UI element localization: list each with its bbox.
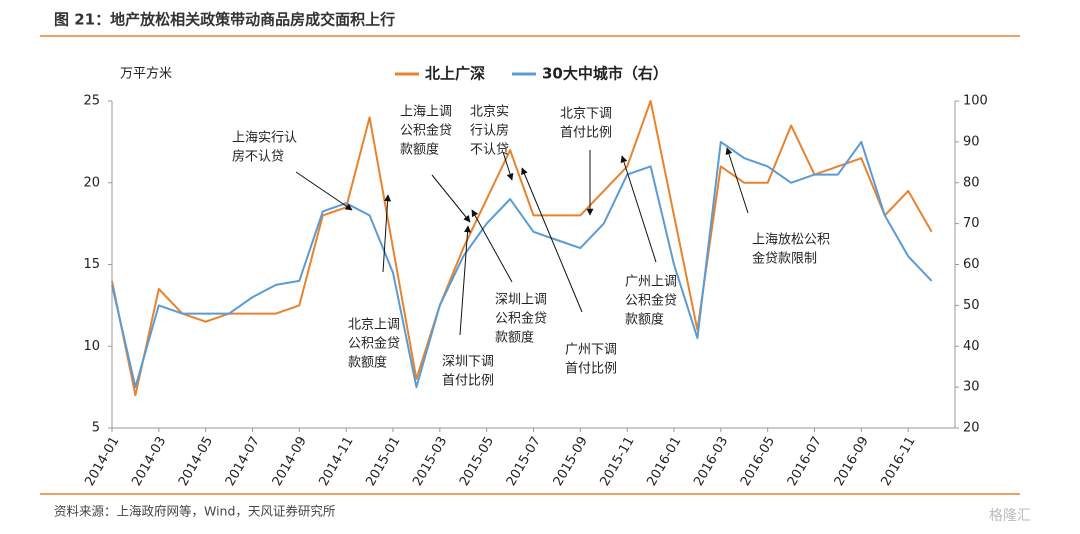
y2-tick-label: 50 [963, 298, 980, 313]
annotation: 房不认贷 [232, 149, 284, 165]
x-tick-label: 2014-03 [129, 434, 169, 489]
x-tick-label: 2016-07 [785, 434, 825, 489]
annotation-arrow [521, 167, 583, 313]
annotation: 广州上调 [625, 275, 677, 290]
annotation: 行认房 [470, 123, 509, 139]
y2-tick-label: 80 [963, 175, 980, 190]
annotation: 公积金贷 [625, 293, 677, 309]
annotation: 首付比例 [560, 126, 612, 141]
annotation-arrow [431, 174, 471, 223]
y2-tick-label: 100 [963, 94, 988, 109]
annotation: 款额度 [625, 312, 664, 328]
x-tick-label: 2016-05 [738, 434, 778, 489]
annotation: 深圳下调 [442, 355, 494, 370]
y-tick-label: 15 [83, 257, 100, 272]
annotation-arrow [725, 147, 749, 214]
annotation: 北京下调 [560, 107, 612, 122]
series-line [111, 140, 933, 389]
y-axis-unit: 万平方米 [120, 66, 172, 82]
annotation: 款额度 [495, 330, 534, 346]
annotation: 公积金贷 [400, 123, 452, 139]
x-tick-label: 2015-01 [363, 434, 403, 489]
y-tick-label: 10 [83, 339, 100, 354]
legend-label: 北上广深 [425, 65, 485, 83]
y-tick-label: 5 [92, 421, 100, 436]
annotation-arrow [295, 171, 353, 211]
x-tick-label: 2015-09 [551, 434, 591, 489]
x-tick-label: 2016-09 [832, 434, 872, 489]
y-tick-label: 25 [83, 94, 100, 109]
annotation: 公积金贷 [495, 311, 547, 327]
watermark: 格隆汇 [989, 508, 1031, 524]
x-tick-label: 2014-01 [82, 434, 122, 489]
annotation: 上海上调 [400, 105, 452, 120]
legend-label: 30大中城市（右） [542, 65, 668, 83]
annotation: 上海实行认 [232, 131, 297, 146]
annotation-arrow [382, 194, 392, 273]
y2-tick-label: 60 [963, 257, 980, 272]
annotation: 公积金贷 [348, 336, 400, 352]
annotation-arrow [502, 151, 514, 181]
annotation-arrow [459, 225, 472, 336]
annotation: 款额度 [348, 355, 387, 371]
x-tick-label: 2015-05 [457, 434, 497, 489]
x-tick-label: 2015-07 [504, 434, 544, 489]
y-tick-label: 20 [83, 175, 100, 190]
x-tick-label: 2014-11 [317, 434, 357, 489]
annotation: 首付比例 [565, 362, 617, 377]
x-tick-label: 2016-11 [879, 434, 919, 489]
y2-tick-label: 20 [963, 421, 980, 436]
x-tick-label: 2014-05 [176, 434, 216, 489]
x-tick-label: 2014-07 [223, 434, 263, 489]
annotation: 上海放松公积 [752, 233, 830, 248]
annotation: 首付比例 [442, 374, 494, 389]
annotation-arrow [471, 209, 513, 283]
annotation: 款额度 [400, 142, 439, 158]
x-tick-label: 2016-03 [691, 434, 731, 489]
x-tick-label: 2016-01 [644, 434, 684, 489]
annotation: 北京实 [470, 105, 509, 120]
annotation: 深圳上调 [495, 293, 547, 308]
series-line [111, 100, 933, 397]
y2-tick-label: 90 [963, 134, 980, 149]
y2-tick-label: 70 [963, 216, 980, 231]
annotation: 金贷款限制 [752, 251, 817, 267]
annotation-arrow [620, 155, 657, 263]
annotation: 不认贷 [470, 143, 509, 158]
x-tick-label: 2014-09 [270, 434, 310, 489]
annotation: 广州下调 [565, 343, 617, 358]
y2-tick-label: 40 [963, 339, 980, 354]
x-tick-label: 2015-03 [410, 434, 450, 489]
chart-title: 图 21：地产放松相关政策带动商品房成交面积上行 [54, 11, 395, 29]
y2-tick-label: 30 [963, 380, 980, 395]
annotation: 北京上调 [348, 318, 400, 333]
x-tick-label: 2015-11 [598, 434, 638, 489]
source: 资料来源：上海政府网等，Wind，天风证券研究所 [54, 504, 335, 519]
